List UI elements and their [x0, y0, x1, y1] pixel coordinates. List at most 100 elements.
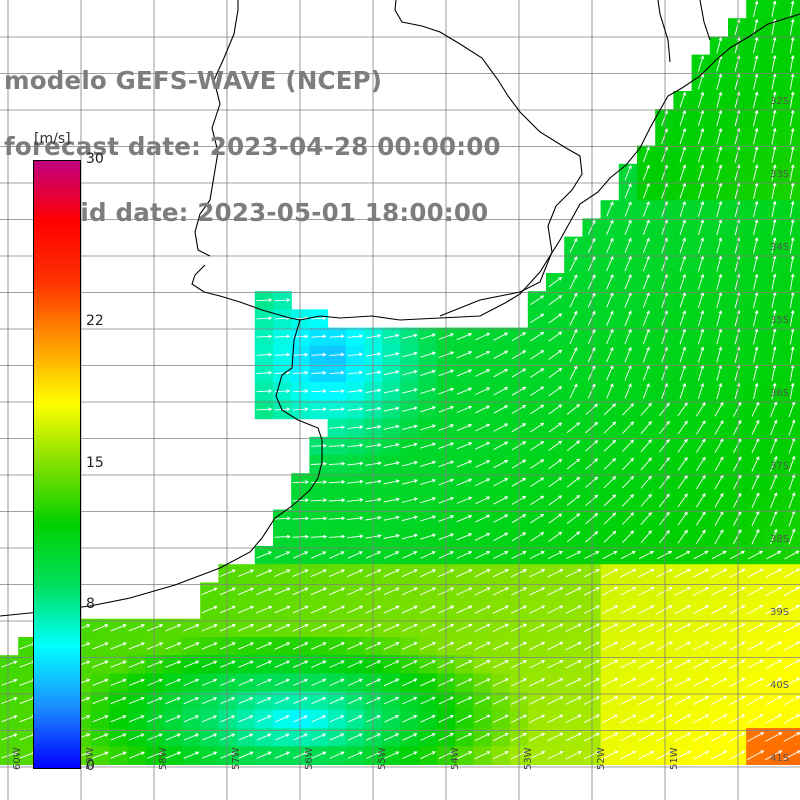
wind-arrow — [529, 714, 546, 724]
longitude-label: 60W — [12, 747, 23, 770]
wind-arrow — [716, 273, 723, 290]
wind-arrow — [583, 605, 600, 614]
wind-arrow — [547, 551, 564, 560]
wind-arrow — [456, 605, 473, 614]
wind-arrow — [384, 715, 400, 723]
longitude-label: 51W — [669, 747, 680, 770]
wind-arrow — [547, 605, 564, 614]
wind-arrow — [329, 696, 345, 705]
wind-arrow — [128, 624, 146, 632]
wind-arrow — [569, 256, 578, 272]
wind-arrow — [656, 641, 673, 651]
wind-arrow — [401, 442, 419, 449]
wind-arrow — [547, 696, 564, 705]
wind-arrow — [329, 425, 346, 430]
wind-arrow — [456, 660, 473, 669]
wind-arrow — [530, 331, 545, 342]
wind-arrow — [765, 641, 783, 651]
wind-arrow — [789, 73, 795, 90]
wind-arrow — [771, 55, 777, 72]
wind-arrow — [238, 715, 254, 723]
wind-arrow — [401, 515, 418, 522]
wind-arrow — [697, 91, 705, 108]
wind-arrow — [679, 237, 686, 254]
wind-arrow — [603, 403, 617, 416]
wind-arrow — [256, 298, 273, 302]
wind-arrow — [583, 714, 600, 724]
wind-arrow — [311, 370, 327, 375]
wind-arrow — [202, 696, 218, 705]
wind-arrow — [274, 623, 291, 632]
wind-arrow — [733, 419, 742, 436]
wind-arrow — [419, 623, 437, 632]
wind-arrow — [603, 530, 617, 543]
wind-arrow — [547, 732, 564, 742]
wind-arrow — [547, 678, 564, 687]
wind-arrow — [401, 605, 418, 614]
wind-arrow — [677, 420, 688, 435]
model-title: modelo GEFS-WAVE (NCEP) — [4, 66, 383, 95]
wind-arrow — [642, 255, 650, 272]
wind-arrow — [697, 146, 705, 163]
wind-arrow — [165, 660, 182, 668]
wind-arrow — [640, 475, 652, 489]
wind-arrow — [256, 352, 273, 357]
wind-arrow — [474, 641, 491, 651]
wind-arrow — [729, 714, 746, 724]
wind-arrow — [401, 424, 418, 431]
coastline — [0, 0, 800, 617]
wind-arrow — [401, 641, 418, 650]
wind-arrow — [753, 237, 759, 254]
wind-arrow — [679, 109, 687, 127]
wind-arrow — [256, 678, 272, 686]
wind-arrow — [565, 732, 582, 742]
wind-arrow — [661, 164, 668, 181]
longitude-label: 59W — [85, 747, 96, 770]
wind-arrow — [587, 219, 596, 235]
wind-arrow — [659, 420, 670, 435]
wind-arrow — [529, 641, 546, 651]
wind-arrow — [569, 346, 578, 363]
wind-arrow — [585, 476, 599, 488]
wind-arrow — [710, 568, 728, 578]
wind-arrow — [493, 387, 509, 396]
wind-arrow — [606, 274, 614, 290]
wind-arrow — [347, 352, 363, 357]
wind-arrow — [530, 513, 545, 524]
wind-arrow — [587, 292, 596, 308]
wind-arrow — [311, 334, 327, 339]
wind-arrow — [311, 733, 327, 741]
wind-arrow — [475, 405, 491, 414]
wind-arrow — [420, 460, 437, 467]
wind-arrow — [456, 478, 473, 486]
wind-arrow — [329, 733, 345, 741]
wind-arrow — [238, 678, 254, 686]
wind-arrow — [492, 714, 509, 723]
wind-arrow — [329, 407, 345, 412]
wind-arrow — [530, 350, 545, 360]
wind-arrow — [753, 18, 759, 36]
wind-arrow — [710, 696, 728, 706]
wind-arrow — [384, 696, 400, 705]
wind-arrow — [548, 531, 563, 542]
wind-arrow — [784, 550, 800, 560]
wind-arrow — [492, 751, 509, 760]
wind-arrow — [583, 750, 600, 760]
wind-arrow — [529, 569, 546, 578]
wind-arrow — [275, 733, 290, 741]
wind-arrow — [783, 677, 800, 688]
wind-arrow — [492, 569, 509, 578]
wind-arrow — [237, 623, 255, 632]
wind-arrow — [456, 714, 473, 723]
wind-arrow — [696, 511, 706, 526]
wind-arrow — [311, 389, 327, 393]
wind-arrow — [696, 456, 706, 472]
wind-arrow — [659, 511, 670, 526]
wind-arrow — [529, 750, 546, 760]
wind-arrow — [147, 660, 164, 668]
wind-arrow — [566, 495, 581, 506]
wind-arrow — [220, 751, 236, 759]
wind-arrow — [640, 511, 652, 525]
wind-arrow — [771, 309, 777, 327]
